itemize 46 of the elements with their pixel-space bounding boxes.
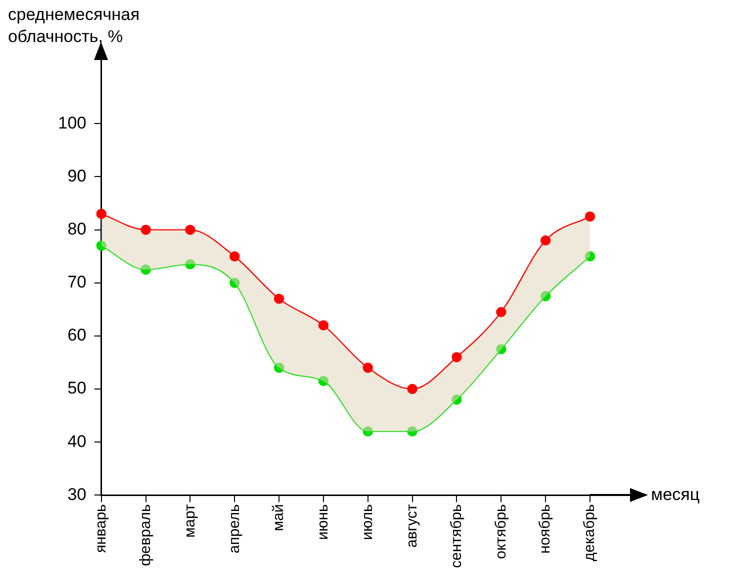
y-tick-label: 30 [67,484,86,504]
y-tick-label: 40 [67,432,86,451]
y-axis-title: среднемесячная облачность, % [8,4,140,48]
point [407,426,418,437]
point [230,251,240,262]
y-tick-label: 60 [67,326,86,345]
point [362,362,373,373]
point [318,376,329,386]
x-tick-label: сентябрь [448,504,465,568]
point [185,259,196,270]
x-tick-label: апрель [226,504,243,554]
point [140,264,151,275]
x-tick-label: май [270,504,288,532]
point [496,344,506,354]
point [362,426,373,437]
x-tick-label: ноябрь [536,504,554,554]
x-tick-label: август [403,504,420,548]
point [452,394,462,405]
point [185,224,196,235]
point [540,235,551,246]
x-tick-label: октябрь [492,504,510,559]
point [96,208,106,219]
point [584,251,596,262]
x-tick-label: июнь [314,504,332,540]
point [540,291,551,302]
y-tick-label: 70 [67,272,86,292]
x-tick-label: февраль [136,504,154,566]
y-tick-label: 80 [67,219,86,238]
x-tick-label: март [181,504,198,538]
point [274,362,284,373]
point [230,278,240,288]
point [496,306,506,318]
point [140,224,151,235]
y-tick-label: 50 [67,378,86,398]
x-tick-label: декабрь [581,504,598,562]
point [584,211,596,222]
y-tick-label: 90 [67,166,86,186]
point [96,240,106,251]
x-tick-label: январь [92,504,110,553]
point [407,384,418,394]
x-tick-label: июль [359,504,376,540]
x-axis-title: месяц [651,484,700,506]
y-tick-label: 100 [58,113,86,132]
point [452,352,462,362]
point [274,294,284,304]
point [318,320,329,330]
